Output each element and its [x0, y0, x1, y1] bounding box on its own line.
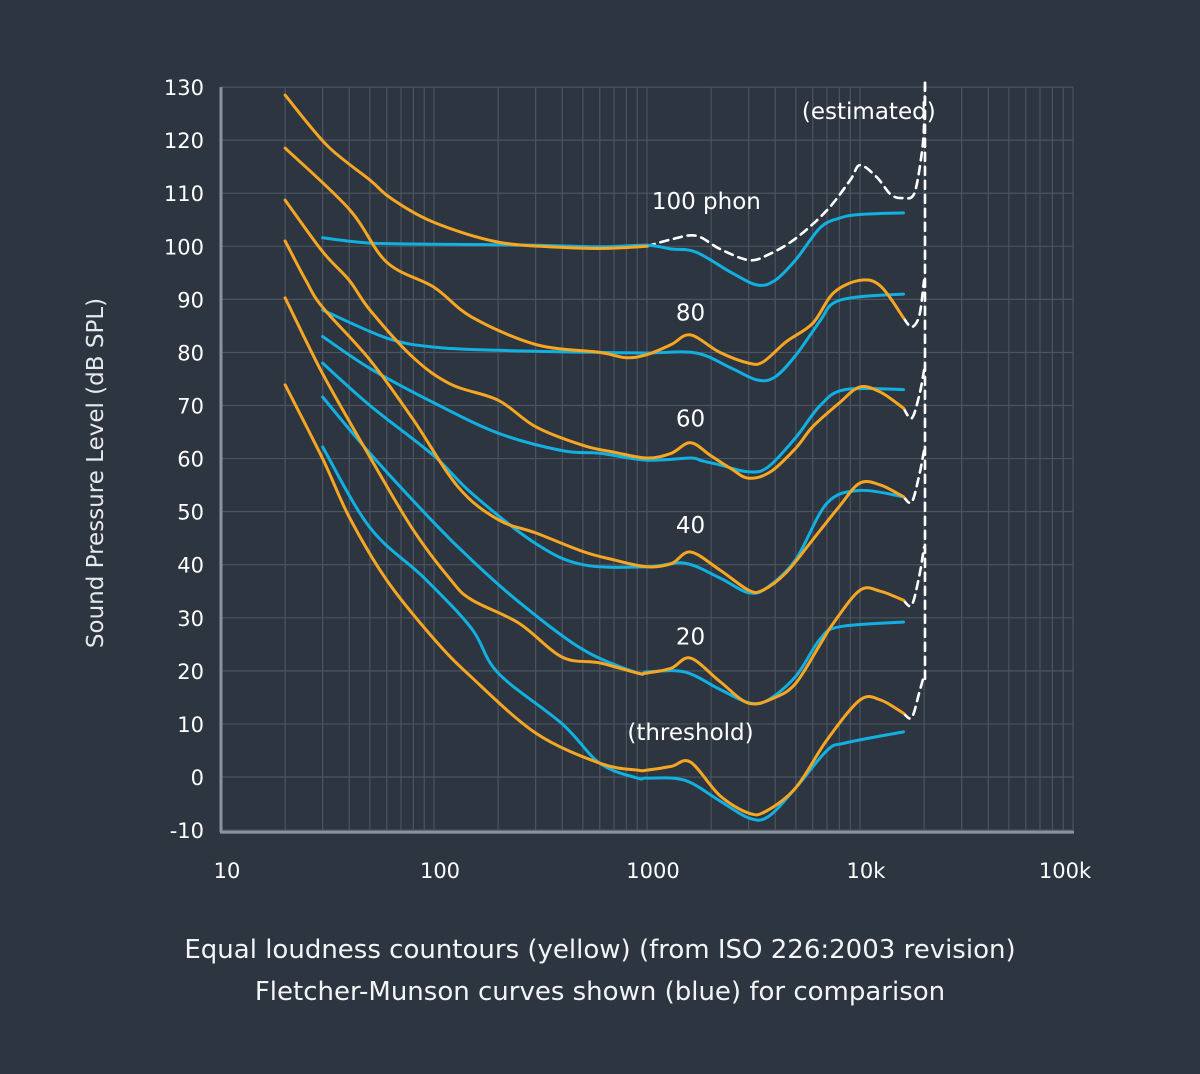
y-axis-label: Sound Pressure Level (dB SPL) [83, 298, 109, 648]
caption-line-2: Fletcher-Munson curves shown (blue) for … [255, 977, 945, 1007]
estimated-curve-4 [902, 545, 926, 608]
x-tick-labels: 10 100 1000 10k 100k [214, 859, 1092, 883]
curve-label: 20 [676, 624, 705, 650]
x-tick-label: 10k [847, 859, 887, 883]
y-tick-label: 70 [177, 395, 204, 419]
estimated-curve-3 [902, 448, 926, 505]
y-tick-label: 110 [164, 182, 204, 206]
fletcher-munson-curve-6 [321, 211, 905, 287]
x-tick-label: 100 [420, 859, 460, 883]
axes [219, 87, 1074, 834]
y-tick-label: 40 [177, 554, 204, 578]
y-tick-label: 100 [164, 235, 204, 259]
y-tick-label: 0 [191, 766, 204, 790]
curve-label: 100 phon [652, 189, 761, 215]
y-tick-label: 120 [164, 129, 204, 153]
estimated-series [645, 81, 927, 720]
y-tick-label: 30 [177, 607, 204, 631]
y-tick-label: 90 [177, 288, 204, 312]
iso-curve-3 [283, 239, 905, 595]
curve-label: 80 [676, 301, 705, 327]
curve-label: 40 [676, 513, 705, 539]
y-tick-label: 50 [177, 501, 204, 525]
fletcher-munson-curve-7 [321, 292, 905, 383]
y-tick-label: 130 [164, 76, 204, 100]
x-tick-label: 10 [214, 859, 241, 883]
y-tick-label: 80 [177, 341, 204, 365]
iso-curve-1 [283, 146, 905, 366]
curve-label: 60 [676, 407, 705, 433]
curve-label: (threshold) [627, 720, 753, 746]
iso-curve-5 [283, 383, 905, 817]
y-tick-label: -10 [170, 819, 204, 843]
curve-label: (estimated) [802, 99, 936, 125]
x-tick-label: 1000 [626, 859, 679, 883]
y-tick-label: 60 [177, 448, 204, 472]
iso-curve-4 [283, 296, 905, 706]
estimated-curve-1 [902, 279, 926, 329]
y-tick-label: 10 [177, 713, 204, 737]
iso-series [283, 93, 905, 817]
estimated-curve-5 [902, 673, 926, 720]
caption-line-1: Equal loudness countours (yellow) (from … [184, 935, 1015, 965]
fletcher-munson-curve-8 [321, 335, 905, 474]
y-tick-label: 20 [177, 660, 204, 684]
x-tick-label: 100k [1039, 859, 1092, 883]
estimated-curve-2 [902, 368, 926, 420]
iso-curve-2 [283, 198, 905, 480]
annotations: (estimated) 100 phon 80 60 40 20 (threshold) [627, 99, 935, 746]
iso-curve-0 [283, 93, 649, 250]
estimated-curve-0 [645, 81, 927, 262]
